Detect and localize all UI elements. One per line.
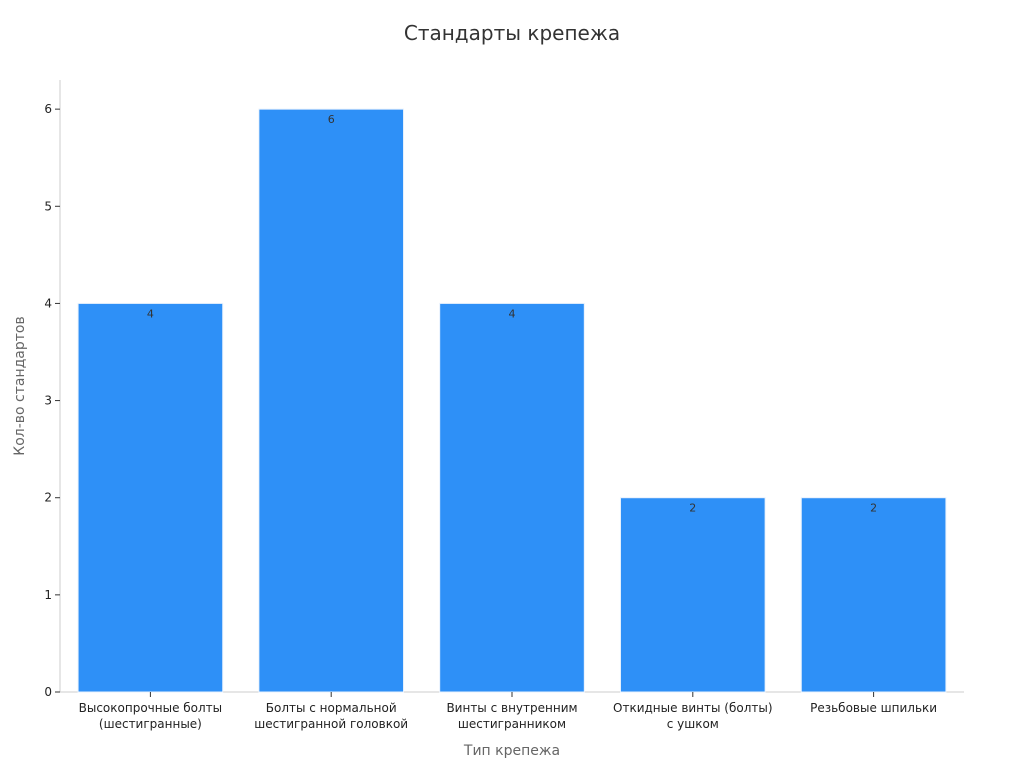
x-tick-label-line: Откидные винты (болты) [613,701,773,715]
data-label: 2 [870,502,877,515]
bar [800,497,947,693]
y-ticks-group: 0 1 2 3 4 5 6 [44,102,60,699]
x-tick-label-line: (шестигранные) [99,717,202,731]
y-tick-label: 2 [44,491,52,505]
data-label: 4 [147,307,154,320]
x-tick-label: Болты с нормальной шестигранной головкой [254,701,408,731]
y-tick-label: 1 [44,588,52,602]
bar [77,302,224,693]
y-tick-label: 3 [44,394,52,408]
x-tick-label-line: Резьбовые шпильки [810,701,937,715]
chart-title: Стандарты крепежа [404,21,620,45]
y-tick-label: 4 [44,296,52,310]
data-labels-group: 4 6 4 2 2 [147,113,877,515]
bar [258,108,405,693]
y-tick-label: 6 [44,102,52,116]
x-ticks-group: Высокопрочные болты (шестигранные) Болты с… [79,692,937,731]
x-tick-label-line: с ушком [667,717,719,731]
x-tick-label-line: Болты с нормальной [266,701,397,715]
x-tick-label-line: Винты с внутренним [446,701,577,715]
bar [439,302,585,693]
x-tick-label: Винты с внутренним шестигранником [446,701,577,731]
x-tick-label-line: шестигранником [458,717,566,731]
x-tick-label: Откидные винты (болты) с ушком [613,701,773,731]
y-tick-label: 0 [44,685,52,699]
y-axis-title: Кол-во стандартов [12,316,28,455]
y-tick-label: 5 [44,199,52,213]
x-tick-label: Резьбовые шпильки [810,701,937,715]
data-label: 2 [689,502,696,515]
bars-group [77,108,947,693]
x-tick-label: Высокопрочные болты (шестигранные) [79,701,223,731]
bar [619,497,766,693]
data-label: 6 [328,113,335,126]
x-tick-label-line: шестигранной головкой [254,717,408,731]
data-label: 4 [509,307,516,320]
x-axis-title: Тип крепежа [463,743,560,759]
x-tick-label-line: Высокопрочные болты [79,701,223,715]
